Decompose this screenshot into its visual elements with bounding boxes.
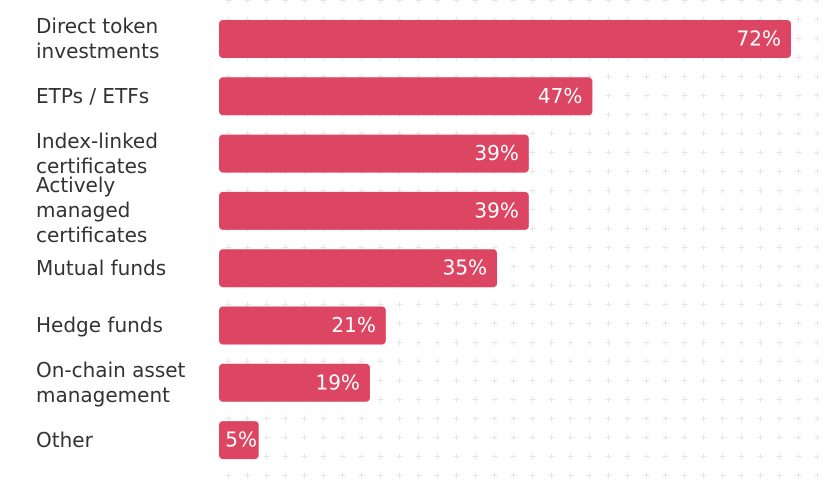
value-label: 35% bbox=[443, 256, 487, 280]
category-label: Index-linked certificates bbox=[36, 128, 158, 178]
category-label: Mutual funds bbox=[36, 255, 167, 280]
bar bbox=[219, 306, 386, 345]
category-label: ETPs / ETFs bbox=[36, 83, 150, 108]
value-label: 19% bbox=[315, 370, 359, 394]
value-label: 21% bbox=[331, 313, 375, 337]
value-label: 39% bbox=[474, 198, 518, 222]
background-grid bbox=[219, 0, 819, 483]
category-label: Direct token investments bbox=[36, 14, 160, 63]
bar bbox=[219, 363, 370, 402]
bar bbox=[219, 20, 791, 58]
bar bbox=[219, 134, 529, 173]
category-label: Actively managed certificates bbox=[36, 173, 148, 248]
bar bbox=[219, 191, 529, 230]
category-label: Other bbox=[36, 427, 93, 452]
value-label: 72% bbox=[737, 27, 781, 51]
value-label: 39% bbox=[474, 141, 518, 165]
category-label: Hedge funds bbox=[36, 313, 163, 337]
category-label: On-chain asset management bbox=[36, 357, 186, 407]
bar bbox=[219, 77, 593, 116]
bar bbox=[219, 249, 498, 288]
value-label: 47% bbox=[538, 84, 582, 108]
value-label: 5% bbox=[225, 428, 257, 452]
bar bbox=[219, 421, 259, 460]
